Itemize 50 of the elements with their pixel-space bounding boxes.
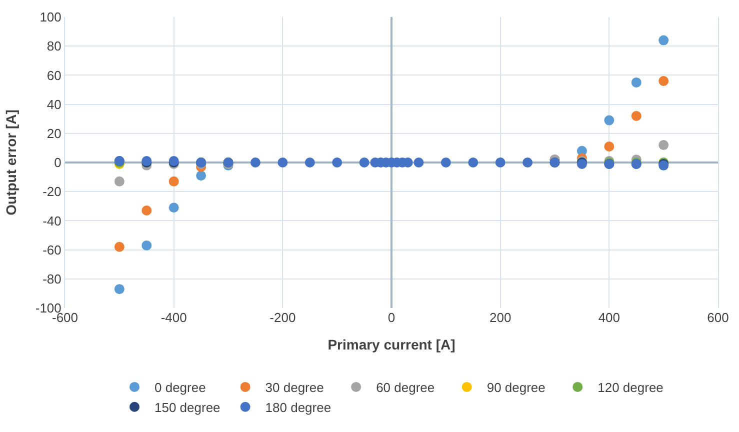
point <box>168 202 179 213</box>
point <box>658 140 669 150</box>
point <box>495 158 506 168</box>
point <box>468 158 478 168</box>
legend-label: 30 degree <box>265 380 324 396</box>
legend-label: 180 degree <box>265 400 332 415</box>
point <box>631 110 642 121</box>
point <box>604 142 614 152</box>
point <box>142 206 152 216</box>
x-axis-title: Primary current [A] <box>328 336 456 352</box>
point <box>168 176 179 186</box>
y-tick-label: -40 <box>42 213 62 228</box>
point <box>658 35 669 46</box>
legend-label: 60 degree <box>376 380 435 396</box>
point <box>332 158 342 168</box>
point <box>440 158 451 168</box>
point <box>142 240 152 250</box>
y-tick-label: 40 <box>46 96 62 112</box>
y-tick-label: -80 <box>42 271 62 286</box>
point <box>304 158 315 168</box>
y-tick-label: -20 <box>42 184 62 200</box>
legend-label: 150 degree <box>154 400 220 415</box>
point <box>359 158 370 168</box>
y-tick-label: 0 <box>54 155 62 170</box>
x-tick-label: -400 <box>160 310 187 325</box>
x-tick-label: 0 <box>388 310 396 325</box>
y-tick-label: 100 <box>40 10 62 25</box>
point <box>196 170 206 181</box>
point <box>522 158 533 168</box>
y-tick-label: 60 <box>46 68 62 83</box>
point <box>114 284 124 294</box>
y-tick-label: 20 <box>46 126 62 141</box>
point <box>604 115 614 126</box>
y-tick-label: -60 <box>42 242 62 258</box>
x-tick-label: -200 <box>270 310 296 325</box>
point <box>278 158 288 168</box>
point <box>658 76 669 86</box>
point <box>414 158 424 168</box>
x-tick-label: 600 <box>707 310 729 325</box>
legend-label: 120 degree <box>598 380 664 396</box>
point <box>114 176 124 186</box>
legend-label: 0 degree <box>154 380 206 396</box>
legend-label: 90 degree <box>486 380 546 396</box>
x-tick-label: 400 <box>598 310 620 325</box>
point <box>250 158 260 168</box>
y-axis-title: Output error [A] <box>2 110 19 216</box>
y-tick-label: 80 <box>46 38 62 54</box>
point <box>114 242 124 252</box>
x-tick-label: 200 <box>489 310 512 325</box>
point <box>631 77 642 88</box>
